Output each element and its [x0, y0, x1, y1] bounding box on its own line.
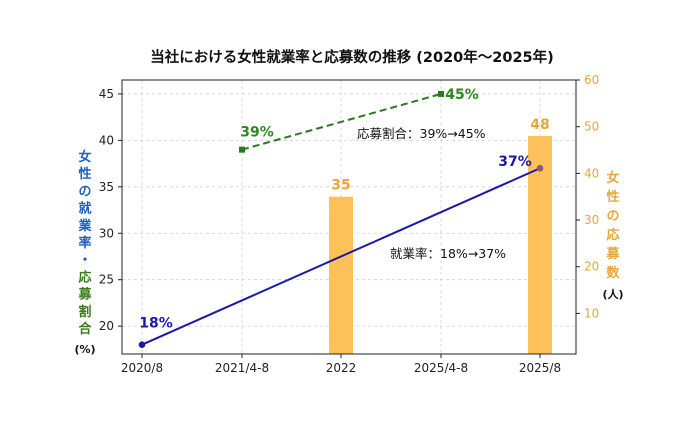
data-labels: 18% 37% 39% 45% 35 48	[139, 87, 550, 332]
y-left-label-char: 合	[78, 321, 92, 337]
y-left-tick-label: 20	[99, 319, 114, 333]
y-right-tick-label: 60	[584, 73, 599, 87]
label-employment-start: 18%	[139, 316, 173, 332]
y-right-label-char: 性	[606, 189, 619, 205]
label-employment-end: 37%	[498, 154, 532, 170]
y-left-label-char: 就	[78, 201, 91, 217]
y-right-label-char: 女	[606, 170, 619, 186]
y-right-label-char: 数	[606, 265, 620, 281]
point-ratio-0	[239, 146, 245, 153]
label-bar-1: 48	[530, 117, 549, 133]
plot-frame	[121, 79, 577, 355]
x-tick-label: 2021/4-8	[215, 361, 269, 375]
y-left-tick-label: 45	[99, 87, 114, 101]
y-right-label-char: 募	[605, 246, 620, 262]
y-left-label-char: 応	[78, 269, 91, 285]
y-right-label-char: 応	[606, 227, 619, 243]
y-left-tick-label: 40	[99, 133, 114, 147]
y-right-tick-label: 30	[584, 213, 599, 227]
label-ratio-start: 39%	[240, 125, 274, 141]
y-right-tick-label: 20	[584, 260, 599, 274]
label-bar-0: 35	[331, 178, 350, 194]
x-tick-label: 2025/4-8	[414, 361, 468, 375]
chart-title: 当社における女性就業率と応募数の推移 (2020年〜2025年)	[150, 48, 554, 66]
y-left-label-char: 募	[77, 287, 92, 303]
line-series	[138, 90, 544, 349]
annotation-employment-rate: 就業率：18%→37%	[390, 246, 506, 261]
point-employment-1	[536, 164, 544, 172]
y-left-label-char: 女	[78, 149, 91, 165]
annotation-application-ratio: 応募割合：39%→45%	[357, 126, 486, 141]
bar-2022	[329, 196, 353, 354]
x-tick-label: 2022	[326, 361, 357, 375]
point-ratio-1	[438, 90, 444, 97]
y-left-label-char: 性	[78, 166, 91, 182]
point-employment-0	[138, 341, 146, 349]
y-left-label-char: 割	[78, 304, 91, 320]
y-left-label-char: の	[78, 184, 91, 199]
x-axis-ticks: 2020/8 2021/4-8 2022 2025/4-8 2025/8	[121, 354, 561, 375]
y-right-unit: (人)	[602, 287, 623, 301]
y-left-tick-label: 35	[99, 180, 114, 194]
y-axis-right-ticks: 10 20 30 40 50 60	[576, 73, 599, 320]
series-line-ratio	[241, 92, 442, 151]
x-tick-label: 2020/8	[121, 361, 163, 375]
y-left-label-char: 業	[77, 218, 92, 234]
y-left-tick-label: 30	[99, 226, 114, 240]
y-left-label-char: 率	[78, 235, 91, 251]
y-right-tick-label: 10	[584, 306, 599, 320]
x-tick-label: 2025/8	[519, 361, 561, 375]
y-left-tick-label: 25	[99, 273, 114, 287]
label-ratio-end: 45%	[445, 87, 479, 103]
y-right-label-char: の	[606, 209, 619, 224]
y-right-tick-label: 50	[584, 120, 599, 134]
axes-box	[121, 79, 577, 355]
y-axis-left-ticks: 20 25 30 35 40 45	[99, 87, 122, 333]
y-left-unit: (%)	[74, 343, 95, 356]
series-line-employment	[141, 167, 541, 346]
y-left-label-char: ・	[78, 253, 91, 268]
y-right-tick-label: 40	[584, 166, 599, 180]
bar-series	[329, 136, 552, 354]
